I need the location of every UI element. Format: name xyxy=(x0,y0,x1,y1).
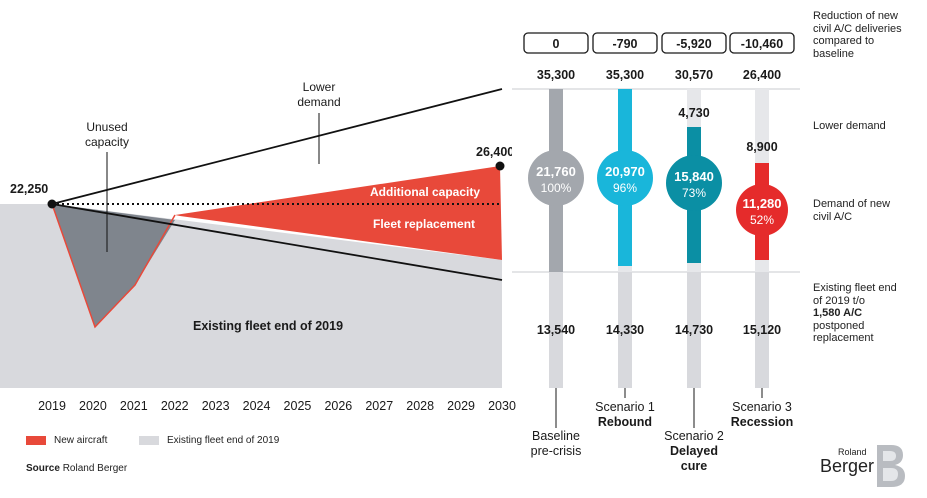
unused-capacity-outline xyxy=(51,203,176,329)
side-label-existing: Existing fleet end of 2019 t/o 1,580 A/C… xyxy=(813,282,903,345)
legend-new-aircraft: New aircraft xyxy=(26,435,107,446)
scenario-name-label: Scenario 1 xyxy=(595,400,655,414)
demand-bubble xyxy=(597,150,653,206)
logo-roland: Roland xyxy=(838,447,867,457)
unused-capacity-label-line2: capacity xyxy=(85,135,129,149)
lower-demand-value-label: 8,900 xyxy=(746,140,777,154)
total-value-label: 35,300 xyxy=(537,68,575,82)
reduction-box xyxy=(661,32,727,54)
side-label-existing-text: Existing fleet end of 2019 t/o xyxy=(813,282,897,307)
source-note: Source Roland Berger xyxy=(26,463,127,474)
reduction-box xyxy=(592,32,658,54)
demand-bubble xyxy=(528,150,584,206)
demand-pct-label: 100% xyxy=(541,181,572,195)
end-value-label: 26,400 xyxy=(476,145,514,159)
lower-demand-label-line1: Lower xyxy=(303,80,336,94)
end-point xyxy=(495,161,505,171)
demand-bubble xyxy=(736,184,788,236)
x-tick-label: 2021 xyxy=(120,399,148,413)
scenario-name-label: Scenario 3 xyxy=(732,400,792,414)
lower-demand-lower-line xyxy=(51,203,503,281)
reduction-box xyxy=(729,32,795,54)
scenario-name-label-2: pre-crisis xyxy=(531,444,582,458)
side-label-reduction: Reduction of new civil A/C deliveries co… xyxy=(813,10,902,60)
roland-berger-logo: Roland Berger xyxy=(818,441,908,491)
demand-value-label: 21,760 xyxy=(536,164,576,179)
x-tick-label: 2022 xyxy=(161,399,189,413)
additional-capacity-label: Additional capacity xyxy=(370,185,480,199)
demand-value-label: 11,280 xyxy=(742,196,781,211)
demand-pct-label: 96% xyxy=(613,181,637,195)
side-label-demand-new: Demand of new civil A/C xyxy=(813,198,891,223)
unused-capacity-label-line1: Unused xyxy=(86,120,127,134)
demand-value-label: 20,970 xyxy=(605,164,645,179)
demand-value-label: 15,840 xyxy=(674,169,714,184)
legend-label-existing-fleet: Existing fleet end of 2019 xyxy=(167,435,280,446)
reduction-box xyxy=(523,32,589,54)
legend-swatch-red xyxy=(26,436,46,445)
scenario-bars: 21,760 100% 35,300 0 13,540 Baselinepre-crisi… xyxy=(523,32,795,473)
reduction-value-label: -5,920 xyxy=(676,37,711,51)
new-aircraft-area xyxy=(175,166,502,260)
x-tick-label: 2030 xyxy=(488,399,516,413)
total-value-label: 35,300 xyxy=(606,68,644,82)
lower-demand-value-label: 4,730 xyxy=(678,106,709,120)
x-tick-label: 2027 xyxy=(365,399,393,413)
side-label-existing-bold: 1,580 A/C xyxy=(813,307,863,319)
x-tick-label: 2020 xyxy=(79,399,107,413)
logo-berger: Berger xyxy=(820,456,875,476)
x-tick-label: 2026 xyxy=(324,399,352,413)
x-tick-label: 2025 xyxy=(284,399,312,413)
lower-demand-upper-line xyxy=(51,88,503,205)
existing-value-label: 13,540 xyxy=(537,323,575,337)
source-text: Roland Berger xyxy=(62,463,128,474)
scenario-bold-label: Rebound xyxy=(598,415,652,429)
lower-demand-label-line2: demand xyxy=(297,95,340,109)
existing-value-label: 14,330 xyxy=(606,323,644,337)
existing-fleet-bar xyxy=(618,272,632,388)
legend-swatch-grey xyxy=(139,436,159,445)
scenario-bold-label: Recession xyxy=(731,415,794,429)
demand-pct-label: 73% xyxy=(682,186,706,200)
scenario-name-label: Baseline xyxy=(532,429,580,443)
legend-existing-fleet: Existing fleet end of 2019 xyxy=(139,435,279,446)
total-value-label: 30,570 xyxy=(675,68,713,82)
demand-pct-label: 52% xyxy=(750,213,774,227)
reduction-value-label: -10,460 xyxy=(741,37,783,51)
unused-capacity-area xyxy=(52,204,175,327)
scenario-name-label: Scenario 2 xyxy=(664,429,724,443)
existing-fleet-bar xyxy=(549,272,563,388)
scenario-bold-label: cure xyxy=(681,459,707,473)
demand-bubble xyxy=(666,155,722,211)
scenario-chart: 21,760 100% 35,300 0 13,540 Baselinepre-crisi… xyxy=(512,32,802,473)
fleet-replacement-label: Fleet replacement xyxy=(373,217,475,231)
existing-value-label: 15,120 xyxy=(743,323,781,337)
x-tick-label: 2024 xyxy=(243,399,271,413)
x-tick-label: 2023 xyxy=(202,399,230,413)
side-label-lower-demand: Lower demand xyxy=(813,120,886,132)
side-label-existing-text2: postponed replacement xyxy=(813,319,874,345)
logo-mark-icon xyxy=(877,445,905,487)
area-chart: 22,250 26,400 Lower demand Unused capaci… xyxy=(0,80,514,388)
x-tick-label: 2019 xyxy=(38,399,66,413)
existing-fleet-label: Existing fleet end of 2019 xyxy=(193,319,343,333)
start-value-label: 22,250 xyxy=(10,182,48,196)
existing-fleet-bar xyxy=(687,272,701,388)
start-point xyxy=(47,199,57,209)
existing-value-label: 14,730 xyxy=(675,323,713,337)
reduction-value-label: -790 xyxy=(612,37,637,51)
scenario-bold-label: Delayed xyxy=(670,444,718,458)
legend-label-new-aircraft: New aircraft xyxy=(54,435,108,446)
existing-fleet-bar xyxy=(755,272,769,388)
x-tick-label: 2029 xyxy=(447,399,475,413)
reduction-value-label: 0 xyxy=(553,37,560,51)
total-value-label: 26,400 xyxy=(743,68,781,82)
source-prefix: Source xyxy=(26,463,60,474)
x-axis: 2019 2020 2021 2022 2023 2024 2025 2026 2027 2028… xyxy=(38,399,516,413)
x-tick-label: 2028 xyxy=(406,399,434,413)
